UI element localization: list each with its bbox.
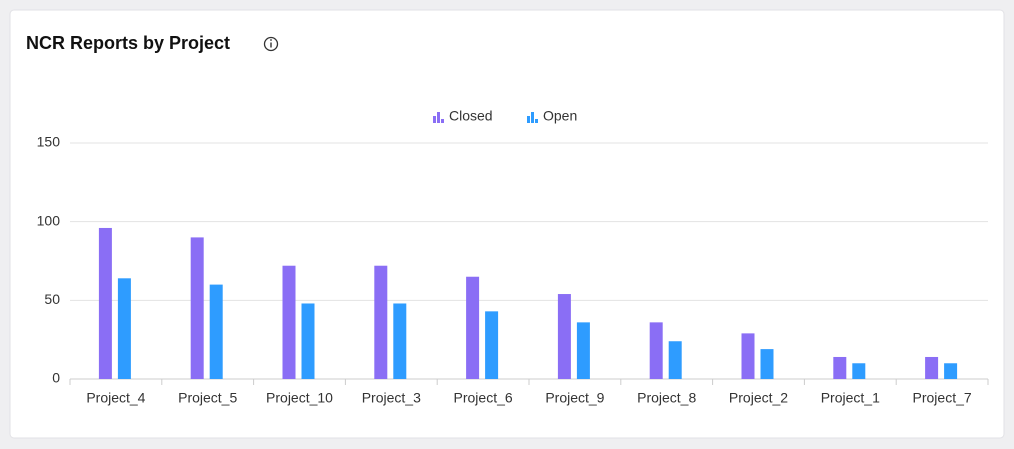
bar — [466, 276, 480, 379]
x-tick-label: Project_3 — [362, 390, 421, 406]
x-tick-label: Project_8 — [637, 390, 696, 406]
bar — [760, 349, 774, 379]
card — [9, 9, 1005, 439]
x-tick-label: Project_1 — [821, 390, 880, 406]
bar — [741, 333, 755, 379]
bar — [98, 227, 112, 379]
bar — [833, 356, 847, 379]
legend-item[interactable] — [527, 112, 538, 123]
x-tick-label: Project_5 — [178, 390, 237, 406]
bar — [374, 265, 388, 379]
x-tick-label: Project_2 — [729, 390, 788, 406]
legend-label: Open — [543, 108, 577, 124]
bar — [485, 311, 499, 379]
legend-icon — [527, 116, 530, 123]
bar — [852, 363, 866, 379]
legend-icon — [433, 116, 436, 123]
x-tick-label: Project_9 — [545, 390, 604, 406]
y-tick-label: 50 — [44, 291, 60, 307]
legend-icon — [535, 119, 538, 123]
bar — [944, 363, 958, 379]
bar — [301, 303, 315, 379]
bar — [576, 322, 590, 379]
x-tick-label: Project_4 — [86, 390, 145, 406]
bar — [190, 237, 204, 379]
legend-label: Closed — [449, 108, 493, 124]
legend-icon — [437, 112, 440, 123]
info-icon[interactable] — [263, 36, 279, 52]
y-tick-label: 150 — [37, 134, 61, 150]
legend-icon — [531, 112, 534, 123]
bar — [557, 294, 571, 379]
bar — [925, 356, 939, 379]
x-tick-label: Project_10 — [266, 390, 333, 406]
x-tick-label: Project_7 — [913, 390, 972, 406]
bar — [668, 341, 682, 379]
bar — [393, 303, 407, 379]
bar — [282, 265, 296, 379]
y-tick-label: 100 — [37, 212, 61, 228]
legend-item[interactable] — [433, 112, 444, 123]
bar — [117, 278, 131, 379]
chart-title: NCR Reports by Project — [26, 33, 230, 53]
x-tick-label: Project_6 — [454, 390, 513, 406]
legend-icon — [441, 119, 444, 123]
bar — [209, 284, 223, 379]
y-tick-label: 0 — [52, 370, 60, 386]
bar — [649, 322, 663, 379]
